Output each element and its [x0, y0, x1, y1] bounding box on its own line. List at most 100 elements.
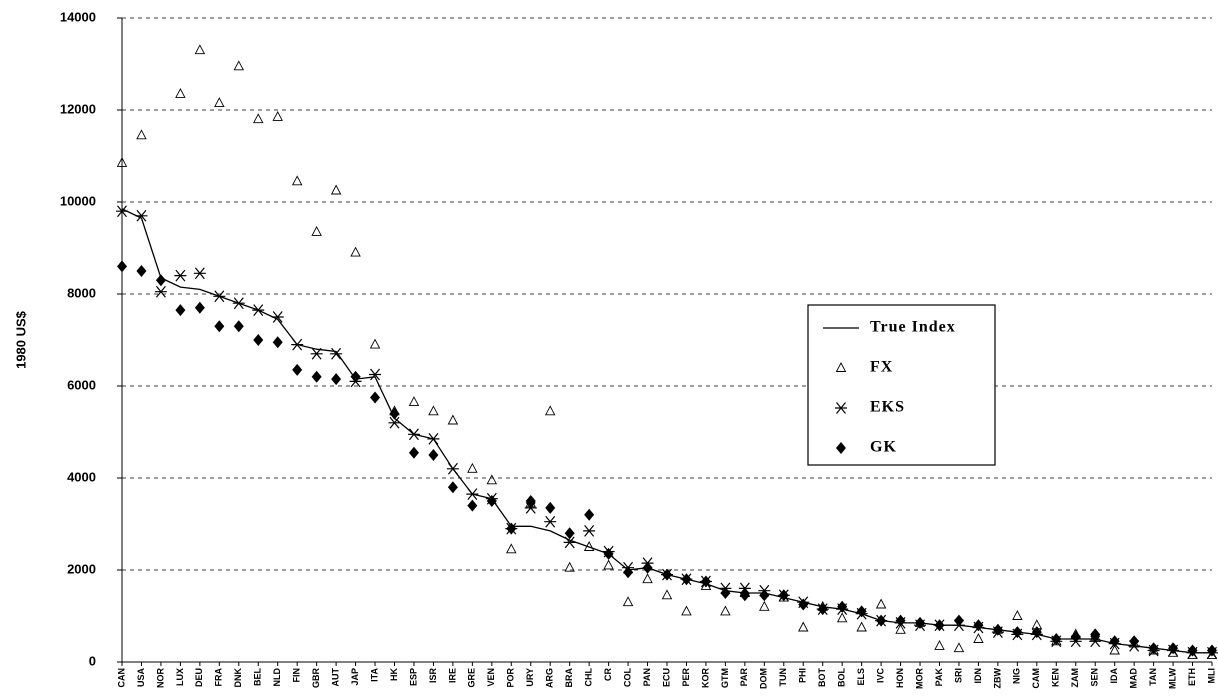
- x-tick-label: TAN: [1148, 668, 1158, 686]
- x-tick-label: VEN: [486, 668, 496, 687]
- marker-diamond: [292, 363, 303, 376]
- legend: True Index FX EKS GK: [807, 304, 996, 466]
- marker-triangle: [934, 639, 945, 650]
- x-tick-label: BOT: [817, 668, 827, 688]
- y-tick-label: 0: [89, 653, 96, 668]
- marker-diamond: [934, 619, 945, 632]
- marker-diamond: [778, 589, 789, 602]
- marker-diamond: [1129, 635, 1140, 648]
- marker-asterisk: [738, 582, 751, 595]
- x-tick-label: KEN: [1051, 668, 1061, 687]
- x-tick-label: MOR: [914, 668, 924, 689]
- marker-triangle: [759, 600, 770, 611]
- marker-asterisk: [524, 502, 537, 514]
- marker-triangle: [447, 414, 459, 425]
- marker-diamond: [155, 274, 166, 287]
- x-tick-label: POR: [506, 668, 516, 688]
- y-axis-label: 1980 US$: [13, 310, 28, 369]
- x-tick-label: FRA: [214, 668, 224, 687]
- marker-triangle: [486, 474, 498, 485]
- marker-asterisk: [291, 338, 304, 351]
- marker-asterisk: [407, 428, 420, 441]
- marker-diamond: [311, 370, 322, 383]
- marker-triangle: [700, 580, 712, 591]
- marker-triangle: [291, 175, 303, 186]
- y-tick-label: 8000: [67, 285, 96, 300]
- marker-diamond: [642, 561, 653, 574]
- marker-diamond: [915, 616, 926, 629]
- x-tick-label: CAN: [116, 668, 126, 688]
- x-tick-label: ARG: [545, 668, 555, 688]
- marker-triangle: [408, 396, 420, 407]
- marker-asterisk: [466, 488, 479, 500]
- marker-diamond: [467, 499, 478, 512]
- marker-triangle: [311, 225, 322, 236]
- marker-triangle: [214, 97, 225, 108]
- marker-diamond: [428, 449, 439, 461]
- x-tick-label: ZBW: [992, 668, 1002, 689]
- legend-label: True Index: [870, 319, 956, 336]
- x-tick-label: PAR: [739, 668, 749, 687]
- x-tick-label: FIN: [292, 668, 302, 683]
- x-tick-label: IDN: [973, 668, 983, 684]
- marker-diamond: [117, 260, 127, 273]
- x-tick-label: DOM: [759, 668, 769, 689]
- marker-triangle: [875, 598, 887, 609]
- marker-asterisk: [369, 368, 382, 381]
- marker-triangle: [1109, 644, 1120, 655]
- marker-triangle: [720, 605, 731, 616]
- marker-triangle: [564, 561, 575, 572]
- marker-diamond: [1168, 642, 1179, 655]
- marker-diamond: [623, 566, 634, 579]
- x-tick-label: DNK: [233, 668, 243, 688]
- legend-label: FX: [870, 359, 893, 376]
- marker-triangle: [622, 596, 634, 607]
- x-tick-label: BEL: [253, 667, 263, 686]
- x-tick-label: KOR: [700, 668, 710, 689]
- marker-diamond: [1187, 644, 1198, 657]
- x-tick-label: CHL: [584, 668, 594, 687]
- marker-asterisk: [563, 536, 576, 549]
- marker-asterisk: [388, 416, 401, 429]
- x-tick-label: ZAM: [1070, 668, 1080, 688]
- marker-diamond: [1012, 626, 1023, 639]
- marker-triangle: [330, 184, 342, 195]
- marker-diamond: [1070, 630, 1081, 643]
- marker-diamond: [992, 623, 1003, 636]
- x-tick-label: CAM: [1031, 668, 1041, 689]
- x-tick-label: URY: [525, 668, 535, 687]
- legend-symbol: [835, 362, 847, 372]
- marker-asterisk: [583, 525, 596, 537]
- x-tick-label: HK: [389, 668, 399, 681]
- marker-triangle: [233, 60, 245, 71]
- x-tick-label: DEU: [194, 668, 204, 687]
- marker-triangle: [583, 541, 595, 551]
- marker-diamond: [759, 589, 770, 602]
- marker-triangle: [428, 405, 439, 416]
- x-tick-label: IDA: [1109, 668, 1119, 684]
- x-tick-label: SEN: [1090, 668, 1100, 687]
- x-tick-label: GBR: [311, 668, 321, 689]
- marker-triangle: [1187, 649, 1198, 660]
- x-tick-label: ELS: [856, 668, 866, 686]
- x-tick-label: AUT: [330, 668, 340, 687]
- marker-diamond: [506, 522, 517, 535]
- marker-asterisk: [232, 297, 245, 310]
- marker-diamond: [817, 603, 828, 616]
- x-tick-label: ETH: [1187, 668, 1197, 686]
- marker-diamond: [389, 407, 400, 420]
- marker-diamond: [1207, 644, 1217, 657]
- marker-diamond: [720, 587, 731, 599]
- x-tick-label: CR: [603, 668, 613, 681]
- marker-triangle: [836, 612, 848, 623]
- marker-triangle: [973, 633, 984, 643]
- marker-asterisk: [154, 285, 167, 298]
- legend-label: EKS: [870, 399, 905, 416]
- marker-diamond: [136, 265, 147, 277]
- y-tick-label: 12000: [60, 101, 96, 116]
- marker-diamond: [233, 320, 244, 333]
- marker-diamond: [973, 619, 984, 632]
- marker-diamond: [350, 370, 361, 383]
- marker-triangle: [194, 44, 206, 55]
